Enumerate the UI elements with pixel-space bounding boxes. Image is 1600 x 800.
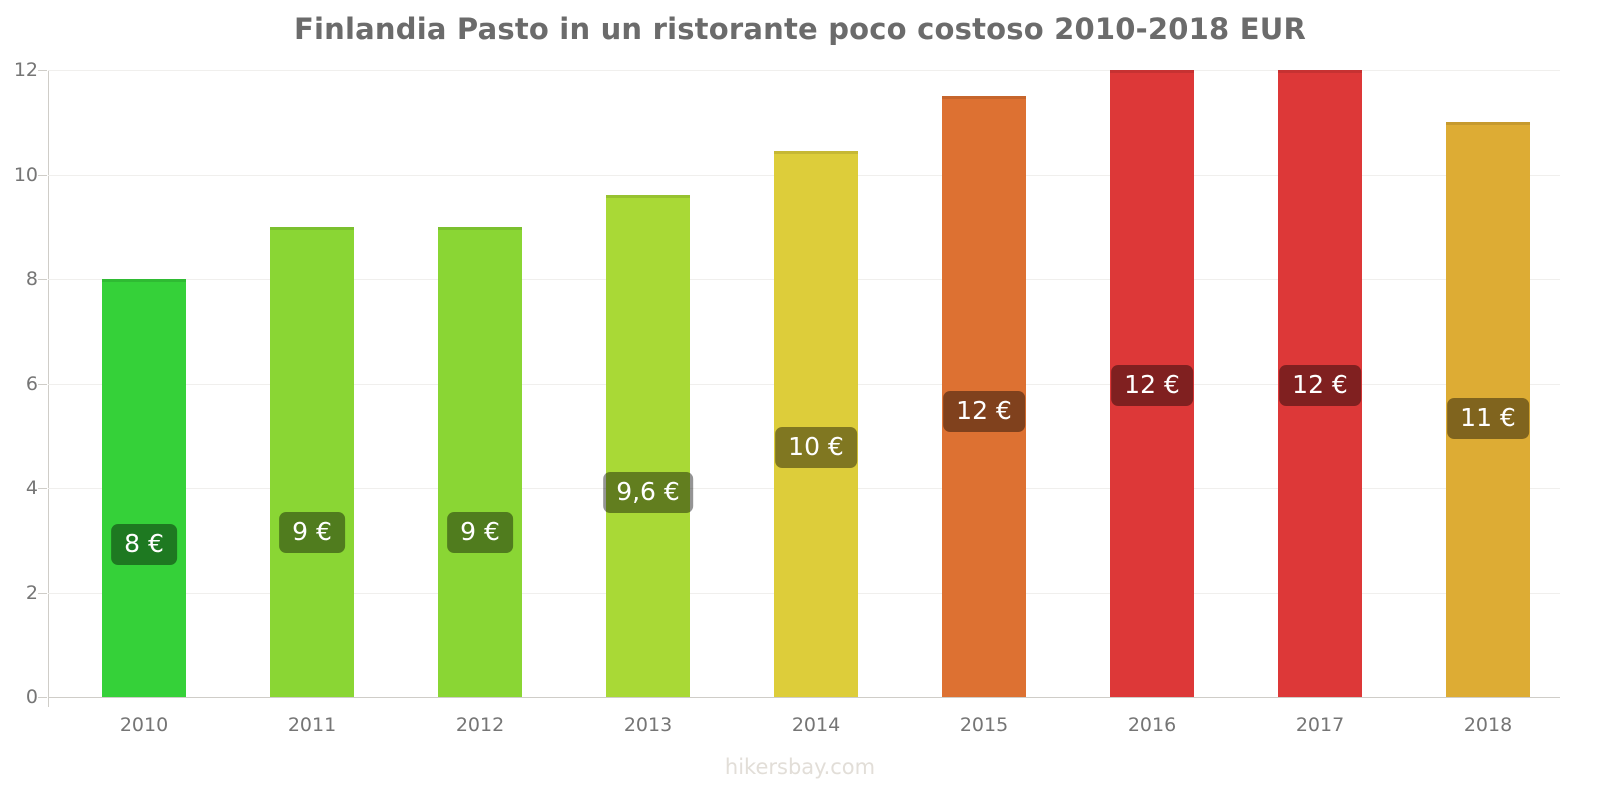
bar-value-label: 9 €: [447, 511, 513, 553]
chart-title: Finlandia Pasto in un ristorante poco co…: [294, 12, 1306, 46]
bar-value-label: 12 €: [1111, 364, 1193, 406]
bar[interactable]: 11 €: [1446, 122, 1530, 697]
bar[interactable]: 9 €: [438, 226, 522, 697]
bar[interactable]: 12 €: [1110, 70, 1194, 697]
y-axis-tick-mark: [38, 383, 47, 385]
bar[interactable]: 9,6 €: [603, 195, 693, 697]
x-axis-tick-label: 2017: [1295, 714, 1345, 736]
x-axis-tick-label: 2011: [287, 714, 337, 736]
y-axis-tick-label: 6: [25, 372, 38, 395]
bar-value-label: 12 €: [1279, 364, 1361, 406]
bar-value-label: 10 €: [775, 427, 857, 468]
y-axis-tick-label: 10: [13, 163, 38, 186]
bar-value-label: 8 €: [111, 524, 177, 566]
x-axis-tick-label: 2010: [119, 714, 169, 736]
y-axis-line: [48, 70, 49, 707]
bar-value-label: 12 €: [943, 390, 1025, 432]
y-axis-tick-mark: [38, 174, 47, 176]
y-axis-tick-label: 8: [25, 268, 38, 290]
y-axis-tick-label: 2: [25, 581, 38, 604]
plot-area: 8 € 9 € 9 € 9,6 € 10 € 12 € 12 € 12 € 11 €: [48, 70, 1560, 698]
y-axis-tick-label: 4: [25, 477, 38, 499]
x-axis-tick-label: 2012: [455, 714, 505, 736]
y-axis-tick-mark: [38, 488, 47, 489]
y-axis-tick-label: 0: [25, 686, 38, 708]
y-axis-tick-mark: [38, 70, 47, 71]
bar-value-label: 9 €: [279, 511, 345, 553]
bar-value-label: 9,6 €: [603, 471, 693, 513]
bar[interactable]: 12 €: [1278, 70, 1362, 697]
gridline: [48, 70, 1560, 71]
y-axis-tick-mark: [38, 592, 47, 594]
gridline: [48, 697, 1560, 698]
x-axis-tick-label: 2013: [623, 714, 673, 736]
bar[interactable]: 9 €: [270, 226, 354, 697]
bar[interactable]: 12 €: [942, 96, 1026, 697]
x-axis-tick-label: 2014: [791, 714, 841, 736]
x-axis-tick-label: 2018: [1463, 714, 1513, 736]
y-axis-tick-mark: [38, 697, 47, 698]
bar-value-label: 11 €: [1447, 398, 1529, 440]
x-axis-tick-label: 2015: [959, 714, 1009, 736]
x-axis-tick-label: 2016: [1127, 714, 1177, 736]
y-axis-tick-label: 12: [13, 59, 38, 81]
y-axis-tick-mark: [38, 279, 47, 280]
bar[interactable]: 10 €: [774, 151, 858, 697]
source-credit: hikersbay.com: [724, 755, 876, 779]
bar[interactable]: 8 €: [102, 279, 186, 697]
